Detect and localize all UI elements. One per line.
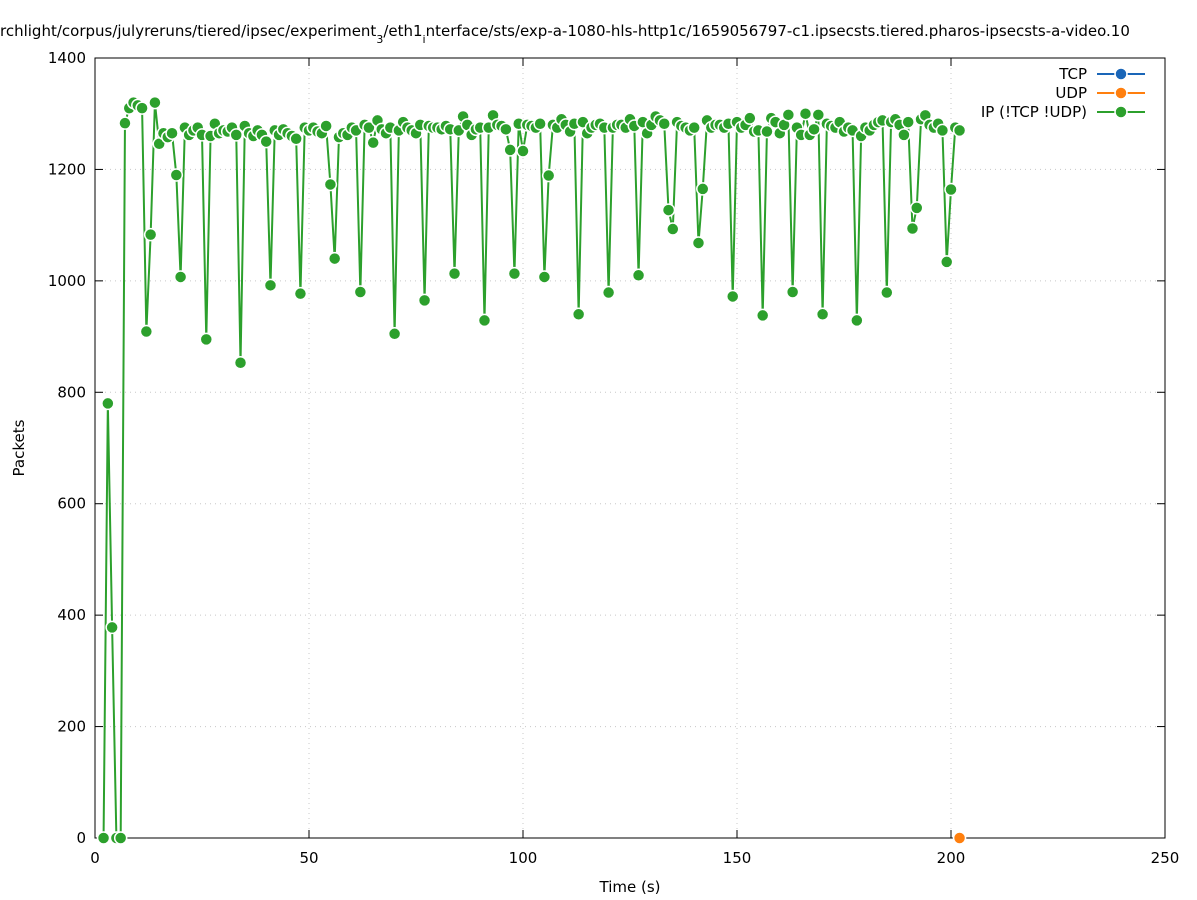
data-point <box>323 177 338 192</box>
title-part: i <box>423 33 426 46</box>
y-axis-label: Packets <box>10 419 28 476</box>
data-point <box>387 327 402 341</box>
x-tick-label: 100 <box>509 849 538 867</box>
data-point <box>571 307 586 322</box>
legend-label: UDP <box>1055 84 1087 102</box>
y-tick-label: 200 <box>57 718 86 736</box>
data-point <box>353 285 368 299</box>
plot-border <box>94 57 1166 839</box>
data-point <box>516 144 530 158</box>
data-point <box>503 143 517 157</box>
data-point <box>199 332 214 347</box>
data-point <box>785 285 800 299</box>
data-point <box>417 293 432 308</box>
legend-marker <box>1114 86 1128 100</box>
legend-marker <box>1114 105 1128 119</box>
data-point <box>901 115 915 129</box>
x-tick-label: 200 <box>937 849 966 867</box>
data-point <box>781 108 796 122</box>
data-point <box>850 313 864 328</box>
data-point <box>233 356 248 370</box>
data-point <box>952 123 967 138</box>
data-point <box>113 831 128 845</box>
y-tick-label: 800 <box>57 383 86 401</box>
data-point <box>952 831 967 845</box>
data-point <box>939 255 954 269</box>
data-point <box>229 128 243 142</box>
data-point <box>148 95 162 110</box>
data-point <box>366 135 380 150</box>
x-tick-label: 0 <box>90 849 100 867</box>
data-point <box>631 268 646 283</box>
data-point <box>169 168 184 182</box>
data-point <box>696 182 710 196</box>
data-point <box>760 124 774 139</box>
data-point <box>811 108 826 122</box>
y-tick-label: 0 <box>76 829 86 847</box>
y-tick-label: 400 <box>57 606 86 624</box>
x-tick-label: 250 <box>1151 849 1180 867</box>
y-tick-label: 1000 <box>48 272 86 290</box>
data-point <box>798 106 813 121</box>
data-point <box>910 201 924 215</box>
data-point <box>139 324 154 339</box>
data-point <box>691 236 706 250</box>
x-tick-label: 50 <box>299 849 318 867</box>
title-part: /eth1 <box>383 22 422 40</box>
y-tick-label: 1400 <box>48 49 86 67</box>
data-point <box>897 128 911 142</box>
data-point <box>661 203 676 217</box>
data-point <box>173 270 188 284</box>
data-point <box>944 182 958 197</box>
data-point <box>327 251 342 266</box>
legend-label: TCP <box>1058 65 1087 83</box>
data-point <box>666 222 680 236</box>
legend-marker <box>1114 67 1128 81</box>
data-point <box>541 168 556 183</box>
data-point <box>293 286 308 301</box>
data-point <box>807 122 821 137</box>
data-point <box>135 101 149 115</box>
title-part: rchlight/corpus/julyreruns/tiered/ipsec/… <box>0 22 376 40</box>
chart-title: rchlight/corpus/julyreruns/tiered/ipsec/… <box>0 22 1130 46</box>
data-point <box>935 123 950 138</box>
x-axis-label: Time (s) <box>599 878 661 896</box>
data-point <box>755 308 770 323</box>
data-point <box>743 111 757 125</box>
data-point <box>263 278 278 293</box>
data-point <box>118 116 132 130</box>
title-part: nterface/sts/exp-a-1080-hls-http1c/16590… <box>426 22 1130 40</box>
data-point <box>259 134 273 149</box>
title-part: 3 <box>376 33 383 46</box>
data-point <box>101 396 115 411</box>
data-point <box>289 132 303 146</box>
data-point <box>507 266 522 281</box>
data-point <box>362 120 376 135</box>
data-point <box>687 120 701 135</box>
data-point <box>96 831 111 845</box>
data-point <box>499 122 513 137</box>
data-point <box>105 620 119 635</box>
data-point <box>725 289 740 304</box>
data-point <box>447 266 462 281</box>
data-point <box>477 313 492 328</box>
y-tick-label: 1200 <box>48 160 86 178</box>
data-point <box>533 116 547 131</box>
data-point <box>815 307 830 322</box>
data-point <box>165 126 179 140</box>
legend-label: IP (!TCP !UDP) <box>981 103 1087 121</box>
data-point <box>319 119 333 133</box>
data-point <box>143 227 158 242</box>
data-point <box>880 285 894 300</box>
series-line <box>102 101 961 839</box>
data-point <box>537 270 552 284</box>
x-tick-label: 150 <box>723 849 752 867</box>
data-point <box>657 116 671 131</box>
y-tick-label: 600 <box>57 495 86 513</box>
data-point <box>905 221 920 236</box>
data-point <box>601 285 616 300</box>
